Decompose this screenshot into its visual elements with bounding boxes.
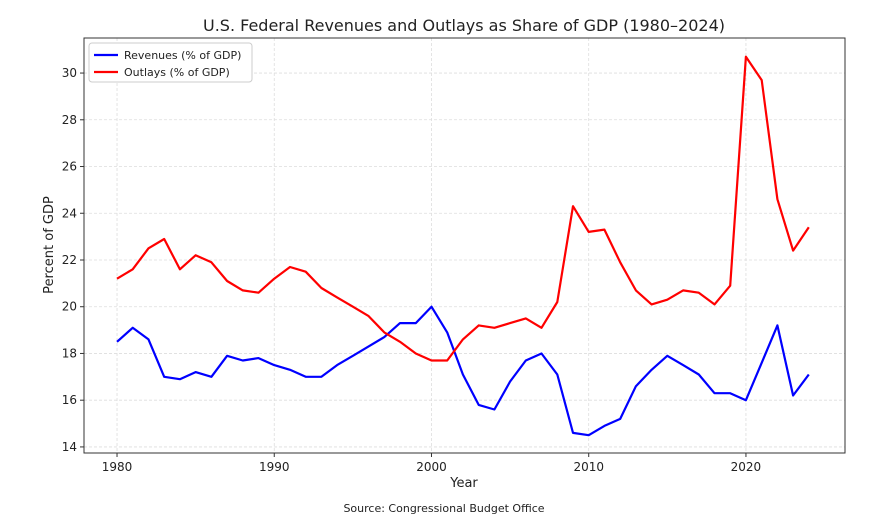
y-tick-label: 26 (62, 160, 77, 174)
x-tick-label: 1980 (102, 460, 133, 474)
y-tick-label: 28 (62, 113, 77, 127)
axes: 1980 1990 2000 2010 2020 14 16 18 20 22 24 26 28 30 (62, 37, 846, 474)
legend: Revenues (% of GDP) Outlays (% of GDP) (88, 42, 253, 83)
source-note: Source: Congressional Budget Office (343, 502, 544, 515)
series-line-revenues (116, 305, 810, 437)
x-tick-label: 2020 (731, 460, 762, 474)
y-axis-label: Percent of GDP (42, 196, 57, 294)
legend-label: Revenues (% of GDP) (124, 49, 241, 62)
plot-frame (83, 37, 846, 454)
grid (84, 38, 845, 453)
series-line-outlays (116, 55, 810, 362)
y-tick-label: 22 (62, 253, 77, 267)
x-axis-label: Year (449, 476, 478, 491)
y-tick-label: 30 (62, 66, 77, 80)
series-group (116, 55, 810, 437)
y-tick-label: 16 (62, 393, 77, 407)
x-tick-label: 1990 (259, 460, 290, 474)
legend-box (88, 42, 253, 83)
y-tick-label: 20 (62, 300, 77, 314)
y-tick-label: 24 (62, 206, 77, 220)
chart-title: U.S. Federal Revenues and Outlays as Sha… (203, 16, 725, 35)
y-tick-label: 18 (62, 346, 77, 360)
x-tick-label: 2010 (573, 460, 604, 474)
legend-label: Outlays (% of GDP) (124, 66, 230, 79)
y-tick-label: 14 (62, 440, 77, 454)
x-tick-label: 2000 (416, 460, 447, 474)
